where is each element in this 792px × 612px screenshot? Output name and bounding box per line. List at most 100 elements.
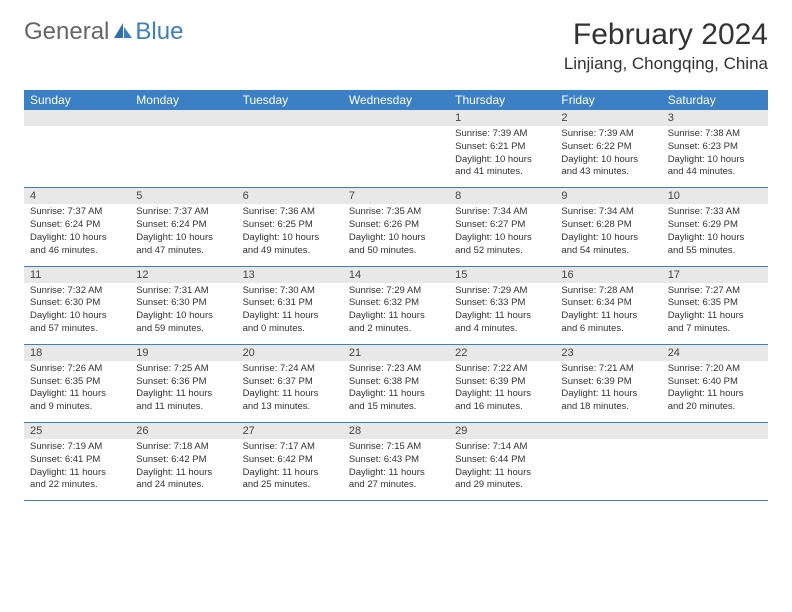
day-number [130, 110, 236, 126]
daylight-line: Daylight: 11 hours and 18 minutes. [561, 388, 655, 414]
sunset-line: Sunset: 6:24 PM [136, 219, 230, 232]
calendar-day-cell: 18Sunrise: 7:26 AMSunset: 6:35 PMDayligh… [24, 344, 130, 422]
day-data: Sunrise: 7:35 AMSunset: 6:26 PMDaylight:… [343, 204, 449, 265]
daylight-line: Daylight: 10 hours and 41 minutes. [455, 154, 549, 180]
day-number: 26 [130, 423, 236, 439]
calendar-empty-cell [343, 110, 449, 188]
sunset-line: Sunset: 6:24 PM [30, 219, 124, 232]
day-data [24, 126, 130, 184]
daylight-line: Daylight: 11 hours and 15 minutes. [349, 388, 443, 414]
calendar-empty-cell [555, 423, 661, 501]
sunset-line: Sunset: 6:39 PM [561, 376, 655, 389]
sunrise-line: Sunrise: 7:25 AM [136, 363, 230, 376]
daylight-line: Daylight: 11 hours and 4 minutes. [455, 310, 549, 336]
day-number: 20 [237, 345, 343, 361]
sunrise-line: Sunrise: 7:36 AM [243, 206, 337, 219]
day-number: 11 [24, 267, 130, 283]
dow-header-cell: Wednesday [343, 90, 449, 110]
calendar-day-cell: 1Sunrise: 7:39 AMSunset: 6:21 PMDaylight… [449, 110, 555, 188]
daylight-line: Daylight: 11 hours and 2 minutes. [349, 310, 443, 336]
day-data: Sunrise: 7:36 AMSunset: 6:25 PMDaylight:… [237, 204, 343, 265]
sunrise-line: Sunrise: 7:20 AM [668, 363, 762, 376]
sunrise-line: Sunrise: 7:33 AM [668, 206, 762, 219]
day-data [237, 126, 343, 184]
day-data: Sunrise: 7:15 AMSunset: 6:43 PMDaylight:… [343, 439, 449, 500]
day-number: 22 [449, 345, 555, 361]
sunrise-line: Sunrise: 7:39 AM [561, 128, 655, 141]
calendar-week-row: 11Sunrise: 7:32 AMSunset: 6:30 PMDayligh… [24, 266, 768, 344]
day-data [555, 439, 661, 497]
calendar-week-row: 18Sunrise: 7:26 AMSunset: 6:35 PMDayligh… [24, 344, 768, 422]
calendar-table: SundayMondayTuesdayWednesdayThursdayFrid… [24, 90, 768, 501]
daylight-line: Daylight: 11 hours and 0 minutes. [243, 310, 337, 336]
daylight-line: Daylight: 10 hours and 59 minutes. [136, 310, 230, 336]
day-number: 13 [237, 267, 343, 283]
day-data: Sunrise: 7:19 AMSunset: 6:41 PMDaylight:… [24, 439, 130, 500]
sunrise-line: Sunrise: 7:34 AM [561, 206, 655, 219]
day-number: 25 [24, 423, 130, 439]
day-number [555, 423, 661, 439]
logo-text-blue: Blue [135, 18, 183, 46]
day-number: 19 [130, 345, 236, 361]
calendar-week-row: 4Sunrise: 7:37 AMSunset: 6:24 PMDaylight… [24, 188, 768, 266]
sunrise-line: Sunrise: 7:35 AM [349, 206, 443, 219]
sunrise-line: Sunrise: 7:31 AM [136, 285, 230, 298]
calendar-day-cell: 4Sunrise: 7:37 AMSunset: 6:24 PMDaylight… [24, 188, 130, 266]
day-number: 17 [662, 267, 768, 283]
day-number: 21 [343, 345, 449, 361]
daylight-line: Daylight: 11 hours and 20 minutes. [668, 388, 762, 414]
dow-header-cell: Friday [555, 90, 661, 110]
calendar-empty-cell [662, 423, 768, 501]
sunset-line: Sunset: 6:34 PM [561, 297, 655, 310]
calendar-empty-cell [24, 110, 130, 188]
sunset-line: Sunset: 6:37 PM [243, 376, 337, 389]
day-data: Sunrise: 7:28 AMSunset: 6:34 PMDaylight:… [555, 283, 661, 344]
calendar-day-cell: 10Sunrise: 7:33 AMSunset: 6:29 PMDayligh… [662, 188, 768, 266]
day-data: Sunrise: 7:27 AMSunset: 6:35 PMDaylight:… [662, 283, 768, 344]
dow-header-row: SundayMondayTuesdayWednesdayThursdayFrid… [24, 90, 768, 110]
calendar-day-cell: 17Sunrise: 7:27 AMSunset: 6:35 PMDayligh… [662, 266, 768, 344]
day-number: 1 [449, 110, 555, 126]
sunrise-line: Sunrise: 7:21 AM [561, 363, 655, 376]
day-number: 15 [449, 267, 555, 283]
sunrise-line: Sunrise: 7:27 AM [668, 285, 762, 298]
calendar-day-cell: 19Sunrise: 7:25 AMSunset: 6:36 PMDayligh… [130, 344, 236, 422]
sunrise-line: Sunrise: 7:23 AM [349, 363, 443, 376]
day-data: Sunrise: 7:29 AMSunset: 6:32 PMDaylight:… [343, 283, 449, 344]
calendar-day-cell: 27Sunrise: 7:17 AMSunset: 6:42 PMDayligh… [237, 423, 343, 501]
calendar-day-cell: 3Sunrise: 7:38 AMSunset: 6:23 PMDaylight… [662, 110, 768, 188]
calendar-day-cell: 22Sunrise: 7:22 AMSunset: 6:39 PMDayligh… [449, 344, 555, 422]
sunrise-line: Sunrise: 7:30 AM [243, 285, 337, 298]
day-number: 29 [449, 423, 555, 439]
day-data: Sunrise: 7:38 AMSunset: 6:23 PMDaylight:… [662, 126, 768, 187]
day-data: Sunrise: 7:17 AMSunset: 6:42 PMDaylight:… [237, 439, 343, 500]
day-data [343, 126, 449, 184]
sunset-line: Sunset: 6:31 PM [243, 297, 337, 310]
day-data [662, 439, 768, 497]
sunset-line: Sunset: 6:36 PM [136, 376, 230, 389]
sunrise-line: Sunrise: 7:29 AM [455, 285, 549, 298]
dow-header-cell: Monday [130, 90, 236, 110]
sunset-line: Sunset: 6:21 PM [455, 141, 549, 154]
day-data: Sunrise: 7:39 AMSunset: 6:22 PMDaylight:… [555, 126, 661, 187]
day-data: Sunrise: 7:29 AMSunset: 6:33 PMDaylight:… [449, 283, 555, 344]
sunset-line: Sunset: 6:28 PM [561, 219, 655, 232]
day-number: 3 [662, 110, 768, 126]
sunset-line: Sunset: 6:30 PM [136, 297, 230, 310]
location-text: Linjiang, Chongqing, China [564, 54, 768, 74]
sunset-line: Sunset: 6:23 PM [668, 141, 762, 154]
calendar-day-cell: 16Sunrise: 7:28 AMSunset: 6:34 PMDayligh… [555, 266, 661, 344]
day-data: Sunrise: 7:23 AMSunset: 6:38 PMDaylight:… [343, 361, 449, 422]
day-data: Sunrise: 7:31 AMSunset: 6:30 PMDaylight:… [130, 283, 236, 344]
sunset-line: Sunset: 6:29 PM [668, 219, 762, 232]
daylight-line: Daylight: 10 hours and 49 minutes. [243, 232, 337, 258]
daylight-line: Daylight: 11 hours and 25 minutes. [243, 467, 337, 493]
day-data: Sunrise: 7:25 AMSunset: 6:36 PMDaylight:… [130, 361, 236, 422]
sunrise-line: Sunrise: 7:34 AM [455, 206, 549, 219]
calendar-day-cell: 2Sunrise: 7:39 AMSunset: 6:22 PMDaylight… [555, 110, 661, 188]
calendar-day-cell: 8Sunrise: 7:34 AMSunset: 6:27 PMDaylight… [449, 188, 555, 266]
daylight-line: Daylight: 11 hours and 9 minutes. [30, 388, 124, 414]
daylight-line: Daylight: 10 hours and 44 minutes. [668, 154, 762, 180]
calendar-day-cell: 12Sunrise: 7:31 AMSunset: 6:30 PMDayligh… [130, 266, 236, 344]
daylight-line: Daylight: 10 hours and 52 minutes. [455, 232, 549, 258]
